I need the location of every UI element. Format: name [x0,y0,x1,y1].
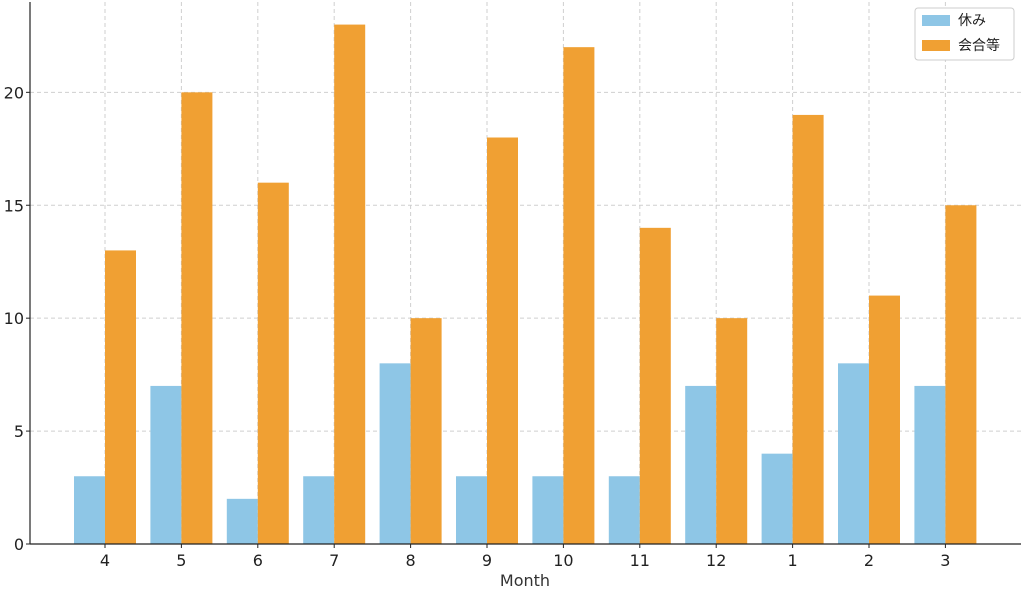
y-tick-label: 20 [4,83,24,102]
legend-label-series-1: 休み [958,13,986,29]
bar-series-2-1 [792,114,824,545]
bar-series-1-5 [150,385,182,544]
bar-series-1-10 [532,476,564,544]
x-tick-labels: 4 5 6 7 8 9 10 11 12 1 2 3 [100,544,950,570]
bar-series-1-3 [914,385,946,544]
y-tick-label: 15 [4,196,24,215]
legend-swatch-series-1 [922,15,950,26]
x-tick-label: 5 [176,551,186,570]
bar-series-1-1 [761,453,793,544]
y-tick-label: 0 [14,535,24,554]
x-tick-label: 4 [100,551,110,570]
bar-series-2-7 [334,24,366,545]
bar-series-2-2 [869,295,900,544]
bar-series-2-12 [716,318,748,544]
bar-series-2-8 [410,318,442,544]
x-tick-label: 10 [553,551,573,570]
y-tick-label: 10 [4,309,24,328]
x-tick-label: 9 [482,551,492,570]
bar-series-2-5 [181,92,213,544]
legend-label-series-2: 会合等 [958,37,1000,54]
x-tick-label: 11 [630,551,650,570]
y-tick-label: 5 [14,422,24,441]
bar-series-2-9 [487,137,518,544]
x-axis-title: Month [500,571,550,590]
x-tick-label: 12 [706,551,726,570]
bar-series-2-3 [945,205,977,544]
bar-series-2-4 [105,250,136,544]
legend: 休み 会合等 [914,7,1015,61]
y-tick-labels: 0 5 10 15 20 [4,83,30,554]
bars [74,24,977,545]
bar-series-2-11 [639,227,671,545]
bar-series-1-2 [838,363,869,544]
x-tick-label: 8 [406,551,416,570]
bar-series-1-7 [303,476,335,544]
x-tick-label: 2 [864,551,874,570]
bar-series-1-12 [685,385,717,544]
bar-series-1-6 [226,498,258,544]
bar-series-2-6 [257,182,289,544]
bar-series-1-9 [456,476,487,544]
bar-series-1-8 [379,363,411,544]
bar-series-2-10 [563,47,595,545]
bar-series-1-4 [74,476,105,544]
x-tick-label: 6 [253,551,263,570]
x-tick-label: 3 [940,551,950,570]
legend-swatch-series-2 [922,40,950,51]
x-tick-label: 7 [329,551,339,570]
bar-series-1-11 [608,476,640,544]
x-tick-label: 1 [788,551,798,570]
